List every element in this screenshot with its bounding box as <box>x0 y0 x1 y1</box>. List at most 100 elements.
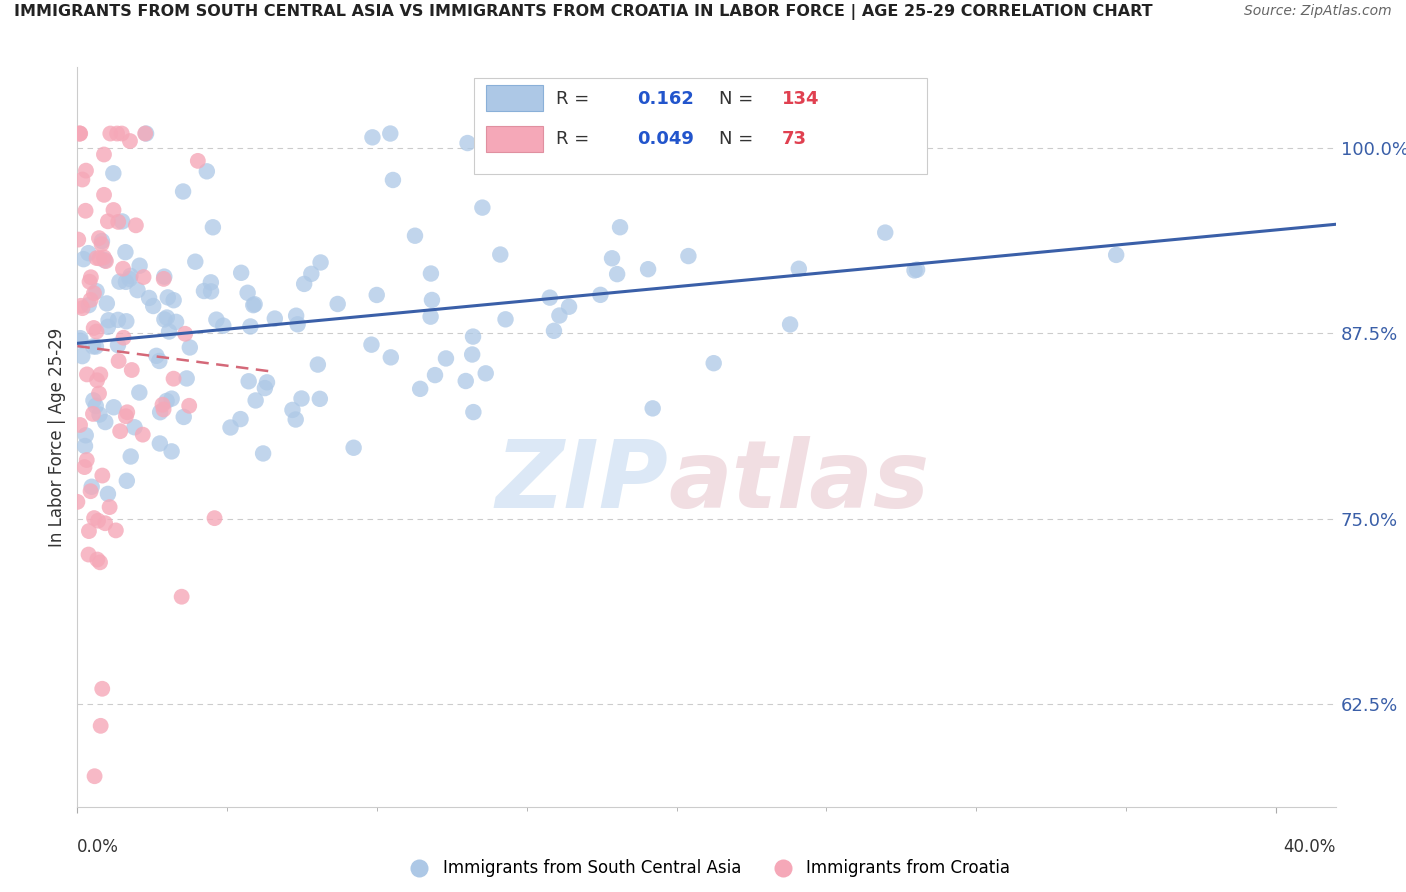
Point <box>174 326 197 341</box>
Point <box>103 202 125 217</box>
Point <box>252 446 274 460</box>
Point <box>120 450 142 464</box>
Point <box>170 590 193 604</box>
Point <box>111 261 134 276</box>
Text: 40.0%: 40.0% <box>1284 838 1336 856</box>
Point <box>107 338 129 352</box>
Point <box>89 408 111 422</box>
Point <box>80 480 103 494</box>
Point <box>1105 248 1128 262</box>
Point <box>69 331 91 345</box>
Point <box>153 269 176 284</box>
Point <box>79 293 101 307</box>
Point <box>115 275 138 289</box>
Point <box>86 373 108 387</box>
Point <box>193 284 215 298</box>
Point <box>104 524 127 538</box>
Point <box>87 386 110 401</box>
Point <box>111 214 134 228</box>
Point <box>89 555 111 569</box>
Point <box>98 500 121 514</box>
Point <box>91 234 114 248</box>
Text: 134: 134 <box>782 90 820 108</box>
Point <box>90 237 112 252</box>
Point <box>589 288 612 302</box>
Point <box>149 405 172 419</box>
Point <box>77 298 100 312</box>
Text: Source: ZipAtlas.com: Source: ZipAtlas.com <box>1244 4 1392 19</box>
Point <box>637 262 659 277</box>
Point <box>93 251 115 265</box>
Point <box>94 254 117 268</box>
Point <box>153 312 176 326</box>
Point <box>77 246 100 260</box>
Point <box>609 220 631 235</box>
Point <box>149 436 172 450</box>
Point <box>543 324 565 338</box>
Point <box>903 263 925 277</box>
Point <box>229 412 252 426</box>
Point <box>156 310 179 325</box>
Point <box>200 276 222 290</box>
Point <box>461 329 484 343</box>
Point <box>434 351 457 366</box>
Point <box>205 312 228 326</box>
Point <box>128 259 150 273</box>
Point <box>111 127 134 141</box>
Point <box>231 266 253 280</box>
Point <box>160 444 183 458</box>
Point <box>115 474 138 488</box>
Point <box>600 252 623 266</box>
Text: atlas: atlas <box>669 435 929 527</box>
Point <box>290 392 312 406</box>
Point <box>105 127 128 141</box>
Point <box>287 318 309 332</box>
Point <box>93 187 115 202</box>
Point <box>461 347 484 361</box>
Point <box>93 253 115 268</box>
Point <box>212 318 235 333</box>
Point <box>157 325 180 339</box>
Point <box>343 441 366 455</box>
Point <box>103 166 125 180</box>
Point <box>299 267 322 281</box>
Point <box>67 233 90 247</box>
Point <box>75 203 97 218</box>
Point <box>308 392 330 406</box>
Point <box>72 349 94 363</box>
Point <box>179 341 201 355</box>
Point <box>107 215 129 229</box>
Text: IMMIGRANTS FROM SOUTH CENTRAL ASIA VS IMMIGRANTS FROM CROATIA IN LABOR FORCE | A: IMMIGRANTS FROM SOUTH CENTRAL ASIA VS IM… <box>14 4 1153 21</box>
Point <box>409 382 432 396</box>
Point <box>309 255 332 269</box>
Point <box>179 399 201 413</box>
Point <box>703 356 725 370</box>
Point <box>380 127 402 141</box>
Point <box>419 310 441 324</box>
Point <box>454 374 477 388</box>
Point <box>548 309 571 323</box>
Point <box>172 185 194 199</box>
Point <box>121 363 143 377</box>
Point <box>112 331 135 345</box>
Point <box>69 299 91 313</box>
Point <box>134 127 156 141</box>
Point <box>82 339 104 353</box>
Point <box>538 291 561 305</box>
Point <box>87 231 110 245</box>
Point <box>118 134 141 148</box>
Point <box>83 769 105 783</box>
Point <box>73 460 96 475</box>
Point <box>87 514 110 528</box>
Point <box>83 511 105 525</box>
Point <box>97 319 120 334</box>
Point <box>79 484 101 499</box>
Point <box>76 453 98 467</box>
Point <box>184 254 207 268</box>
Point <box>360 337 382 351</box>
Point <box>242 298 264 312</box>
Point <box>125 219 148 233</box>
Point <box>606 267 628 281</box>
Point <box>145 349 167 363</box>
Point <box>84 340 107 354</box>
